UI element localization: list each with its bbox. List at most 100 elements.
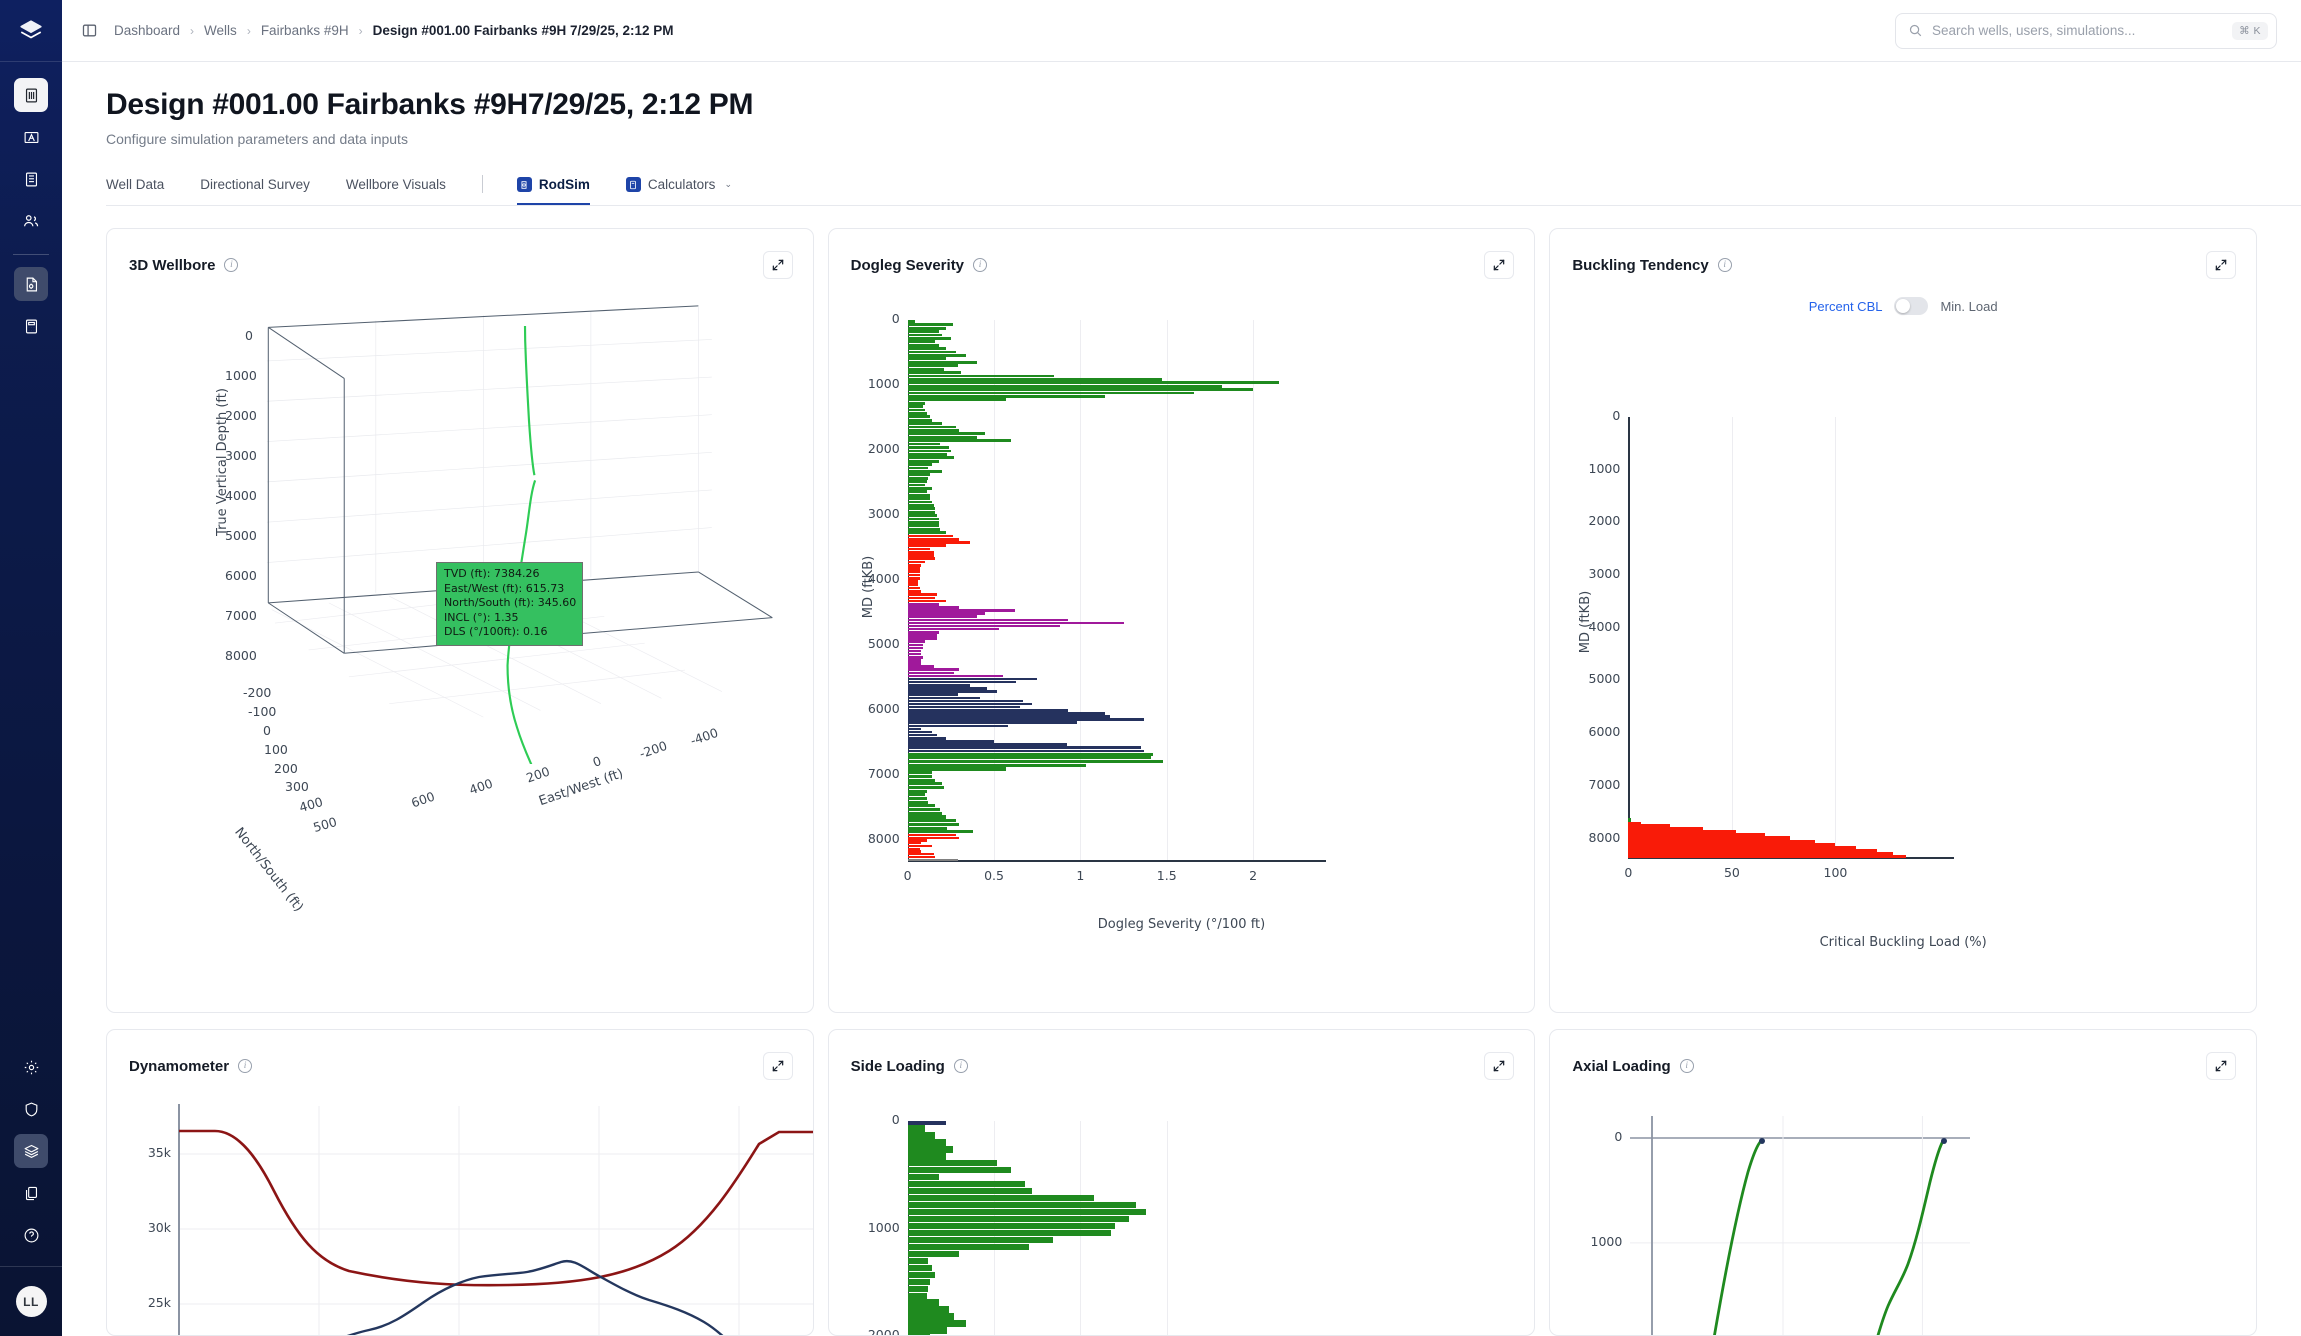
expand-icon[interactable] [762, 1052, 793, 1080]
info-icon[interactable]: i [238, 1059, 253, 1073]
axis-title-northsouth: North/South (ft) [231, 825, 306, 915]
chart-3d-wellbore[interactable]: True Vertical Depth (ft) 0 1000 2000 300… [107, 287, 813, 1012]
x-gridline [1166, 1121, 1168, 1335]
tab-rodsim[interactable]: RodSim [516, 169, 590, 205]
dogleg-bar [907, 603, 939, 606]
side-loading-bar [907, 1264, 932, 1271]
y-tick-label: 25k [147, 1295, 171, 1310]
sidebar-panel-icon[interactable] [76, 18, 102, 44]
card-header: Buckling Tendency i [1550, 229, 2256, 279]
info-icon[interactable]: i [953, 1059, 968, 1073]
info-icon[interactable]: i [1717, 258, 1732, 272]
layers-icon [23, 1143, 40, 1160]
dogleg-bar [907, 435, 977, 439]
tab-directional-survey[interactable]: Directional Survey [200, 169, 310, 205]
expand-icon[interactable] [2206, 251, 2236, 279]
shield-icon [23, 1101, 40, 1118]
buckling-area-slice [1628, 833, 1766, 838]
tab-label: RodSim [538, 177, 590, 192]
buckling-mode-toggle: Percent CBL Min. Load [1550, 297, 2256, 315]
card-header: Side Loading i [829, 1030, 1535, 1080]
sidebar-item-documents[interactable] [14, 1176, 48, 1210]
breadcrumb-item-well[interactable]: Fairbanks #9H [260, 23, 349, 38]
dogleg-bar [907, 541, 970, 544]
dogleg-bar [907, 480, 927, 483]
dogleg-bar [907, 360, 977, 364]
dogleg-bar [907, 712, 1105, 715]
breadcrumb-item-wells[interactable]: Wells [204, 23, 237, 38]
dogleg-bar [907, 811, 943, 815]
sidebar-item-wells[interactable] [14, 120, 48, 154]
dogleg-bar [907, 830, 974, 834]
dogleg-bar [907, 634, 938, 637]
sidebar-primary-group [14, 74, 48, 242]
sidebar-item-settings[interactable] [14, 1050, 48, 1084]
info-icon[interactable]: i [1679, 1059, 1694, 1073]
expand-icon[interactable] [2206, 1052, 2236, 1080]
dogleg-bar [907, 432, 986, 436]
y-tick-label: 5000 [867, 636, 900, 652]
dogleg-bar [907, 646, 924, 650]
buckling-area-slice [1628, 821, 1641, 825]
expand-icon[interactable] [762, 251, 793, 279]
breadcrumb-item-dashboard[interactable]: Dashboard [114, 23, 181, 38]
side-loading-bar [907, 1320, 967, 1327]
sidebar-item-layers[interactable] [14, 1134, 48, 1168]
info-icon[interactable]: i [224, 258, 239, 272]
dogleg-bar [907, 320, 915, 323]
dogleg-bar [907, 853, 934, 856]
search-input[interactable]: Search wells, users, simulations... ⌘ K [1895, 12, 2277, 49]
y-tick-label: 5000 [1588, 671, 1621, 687]
sidebar-item-users[interactable] [14, 204, 48, 238]
tab-wellbore-visuals[interactable]: Wellbore Visuals [346, 169, 446, 205]
sidebar-item-simulations[interactable] [14, 267, 48, 301]
dogleg-bar [907, 391, 1195, 395]
chart-buckling-tendency[interactable]: Percent CBL Min. Load MD (ftKB) Critical… [1550, 287, 2256, 1012]
toggle-switch[interactable] [1894, 297, 1929, 315]
expand-icon[interactable] [1484, 1052, 1515, 1080]
sidebar-item-company[interactable] [14, 78, 48, 112]
card-title: Buckling Tendency [1572, 256, 1709, 274]
info-icon[interactable]: i [973, 258, 988, 272]
sidebar-item-calculators[interactable] [14, 309, 48, 343]
dogleg-bar [907, 842, 922, 845]
card-title: Axial Loading [1572, 1057, 1671, 1075]
dogleg-bar [907, 727, 922, 731]
chart-dogleg-severity[interactable]: MD (ftKB) Dogleg Severity (°/100 ft) 0 0.… [829, 287, 1535, 1012]
dogleg-bar [907, 599, 946, 603]
sidebar-item-facilities[interactable] [14, 162, 48, 196]
toggle-label-min-load[interactable]: Min. Load [1940, 298, 1998, 314]
file-settings-icon [23, 276, 40, 293]
toggle-label-percent-cbl[interactable]: Percent CBL [1808, 298, 1883, 314]
dogleg-bar [907, 340, 936, 344]
dogleg-bar [907, 547, 931, 551]
avatar[interactable]: LL [15, 1286, 47, 1317]
expand-icon[interactable] [1484, 251, 1515, 279]
dogleg-bar [907, 504, 934, 507]
dogleg-bar [907, 425, 957, 429]
tab-calculators[interactable]: Calculators ⌄ [625, 169, 732, 205]
tick-ns: 200 [274, 761, 298, 776]
axial-loading-canvas [1630, 1116, 1971, 1335]
dogleg-bar [907, 524, 939, 528]
search-shortcut-badge: ⌘ K [2232, 21, 2268, 40]
y-tick-label: 6000 [1588, 724, 1621, 740]
sidebar-item-help[interactable] [14, 1218, 48, 1252]
dogleg-bar [907, 507, 936, 511]
dogleg-bar [907, 705, 1020, 709]
dogleg-bar [907, 730, 932, 734]
sidebar-item-security[interactable] [14, 1092, 48, 1126]
side-loading-bar [907, 1188, 1033, 1195]
dogleg-bar [907, 367, 944, 371]
page-subtitle: Configure simulation parameters and data… [106, 131, 408, 147]
tab-well-data[interactable]: Well Data [106, 169, 164, 205]
dogleg-bar [907, 510, 936, 514]
dogleg-bar [907, 833, 957, 837]
app-logo[interactable] [0, 0, 62, 62]
